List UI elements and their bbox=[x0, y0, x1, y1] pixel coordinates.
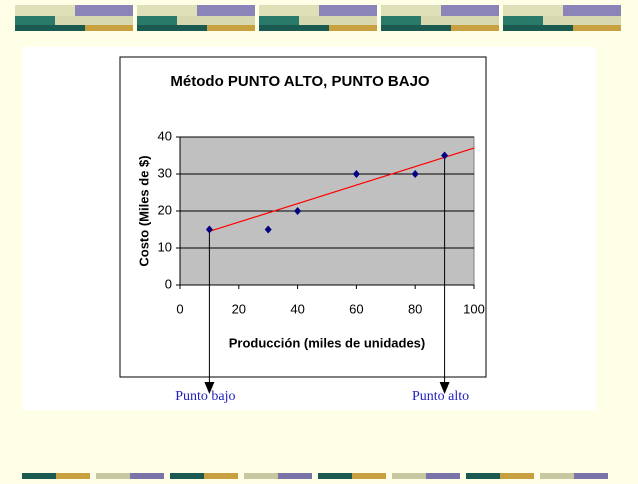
y-tick-label: 30 bbox=[158, 165, 172, 180]
x-tick-label: 20 bbox=[232, 301, 246, 316]
trendline bbox=[209, 147, 475, 232]
data-point bbox=[294, 207, 302, 215]
x-axis-title: Producción (miles de unidades) bbox=[229, 335, 425, 350]
data-point bbox=[352, 170, 360, 178]
y-tick-label: 0 bbox=[165, 276, 172, 291]
annotation-label: Punto alto bbox=[412, 389, 469, 404]
x-tick-label: 40 bbox=[290, 301, 304, 316]
x-tick-label: 100 bbox=[463, 301, 485, 316]
annotation-arrowhead bbox=[204, 382, 215, 394]
plot: 0 10 20 30 40 0 20 40 60 80 100 Punto bajo Punto alt… bbox=[158, 128, 485, 404]
bottom-decoration bbox=[22, 473, 608, 479]
x-tick-label: 0 bbox=[176, 301, 183, 316]
data-point bbox=[205, 225, 213, 234]
annotation-label: Punto bajo bbox=[175, 389, 235, 404]
y-tick-label: 40 bbox=[158, 128, 172, 143]
x-tick-label: 80 bbox=[408, 301, 422, 316]
annotation-arrowhead bbox=[439, 382, 450, 394]
data-point bbox=[411, 170, 419, 178]
y-tick-label: 20 bbox=[158, 202, 172, 217]
y-tick-label: 10 bbox=[158, 239, 172, 254]
top-decoration bbox=[15, 5, 621, 31]
y-axis-title: Costo (Miles de $) bbox=[136, 155, 151, 266]
x-tick-label: 60 bbox=[349, 301, 363, 316]
data-point bbox=[264, 225, 272, 234]
chart-title: Método PUNTO ALTO, PUNTO BAJO bbox=[170, 73, 430, 90]
data-point bbox=[441, 151, 449, 160]
